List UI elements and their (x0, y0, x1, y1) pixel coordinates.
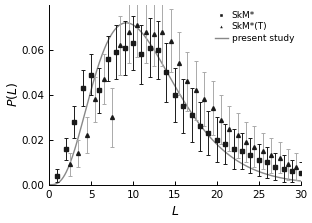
Y-axis label: $P(L)$: $P(L)$ (5, 82, 20, 107)
Legend: SkM*, SkM*(T), present study: SkM*, SkM*(T), present study (213, 9, 296, 45)
X-axis label: $L$: $L$ (171, 205, 179, 218)
